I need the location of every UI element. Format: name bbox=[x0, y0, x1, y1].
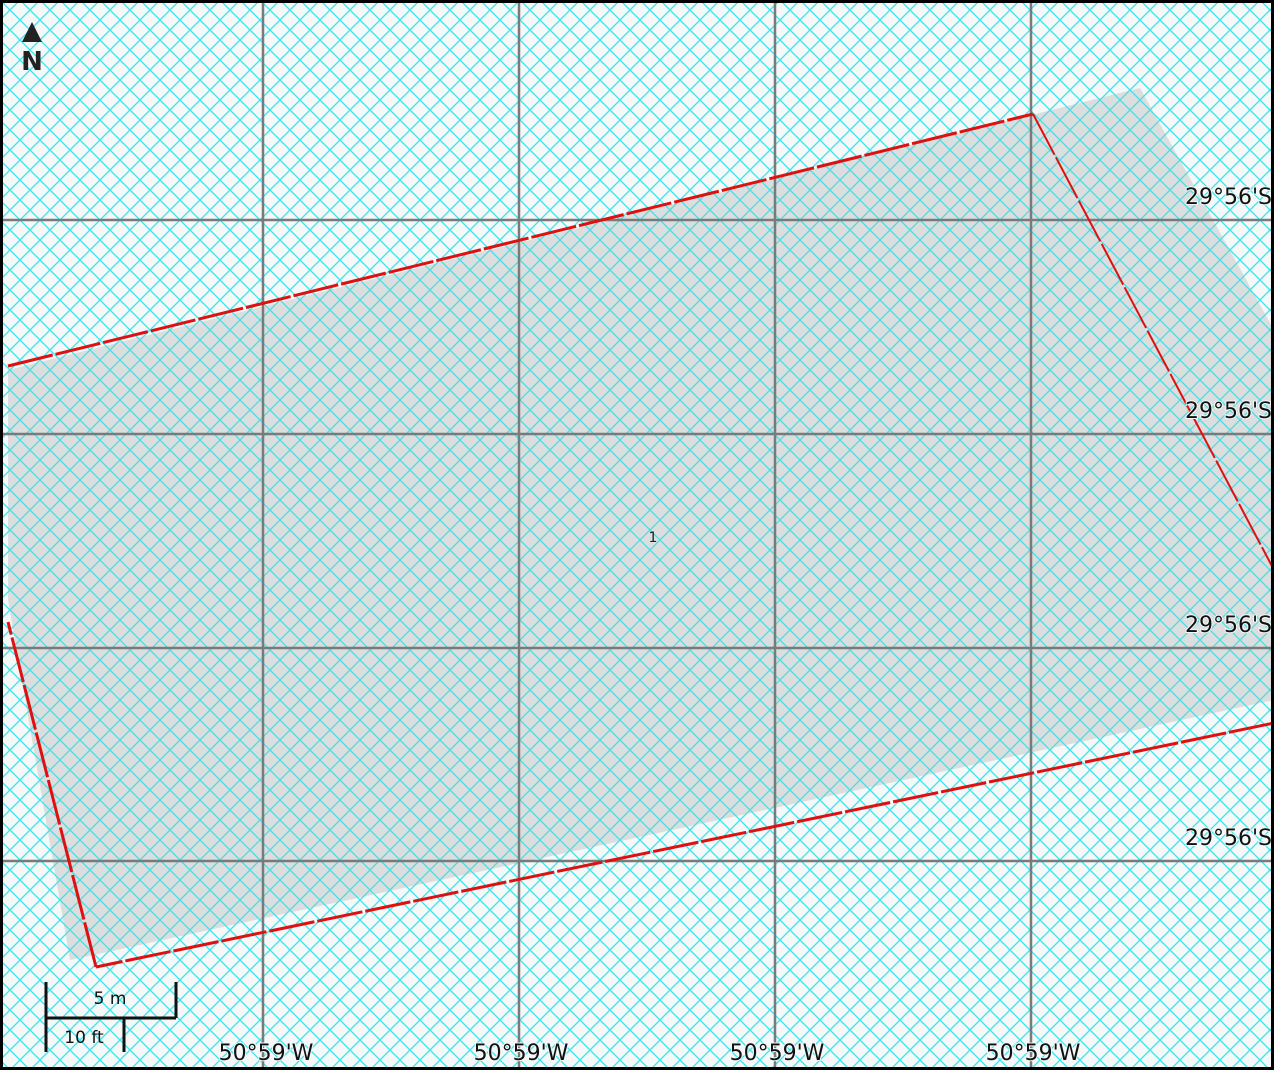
latitude-labels: 29°56'S 29°56'S 29°56'S 29°56'S bbox=[1184, 184, 1273, 852]
scale-imperial-label: 10 ft bbox=[64, 1028, 104, 1048]
latitude-label: 29°56'S bbox=[1185, 399, 1272, 424]
north-arrow-icon bbox=[22, 22, 42, 42]
parcel-label: 1 bbox=[649, 530, 658, 546]
latitude-label: 29°56'S bbox=[1185, 826, 1272, 851]
scale-metric-label: 5 m bbox=[94, 989, 127, 1009]
longitude-label: 50°59'W bbox=[219, 1041, 314, 1066]
parcel-boundary[interactable] bbox=[6, 112, 1274, 969]
longitude-label: 50°59'W bbox=[730, 1041, 825, 1066]
north-arrow: N bbox=[21, 22, 43, 77]
boundary-edge-east[interactable] bbox=[1032, 113, 1274, 571]
boundary-edge-west[interactable] bbox=[6, 621, 98, 968]
north-label: N bbox=[21, 47, 43, 77]
scale-bar bbox=[44, 982, 178, 1052]
latitude-label: 29°56'S bbox=[1185, 613, 1272, 638]
latitude-label: 29°56'S bbox=[1185, 185, 1272, 210]
longitude-label: 50°59'W bbox=[986, 1041, 1081, 1066]
longitude-label: 50°59'W bbox=[474, 1041, 569, 1066]
boundary-edge-south[interactable] bbox=[95, 721, 1274, 969]
boundary-edge-north[interactable] bbox=[7, 112, 1034, 368]
longitude-labels: 50°59'W 50°59'W 50°59'W 50°59'W bbox=[218, 1040, 1082, 1067]
